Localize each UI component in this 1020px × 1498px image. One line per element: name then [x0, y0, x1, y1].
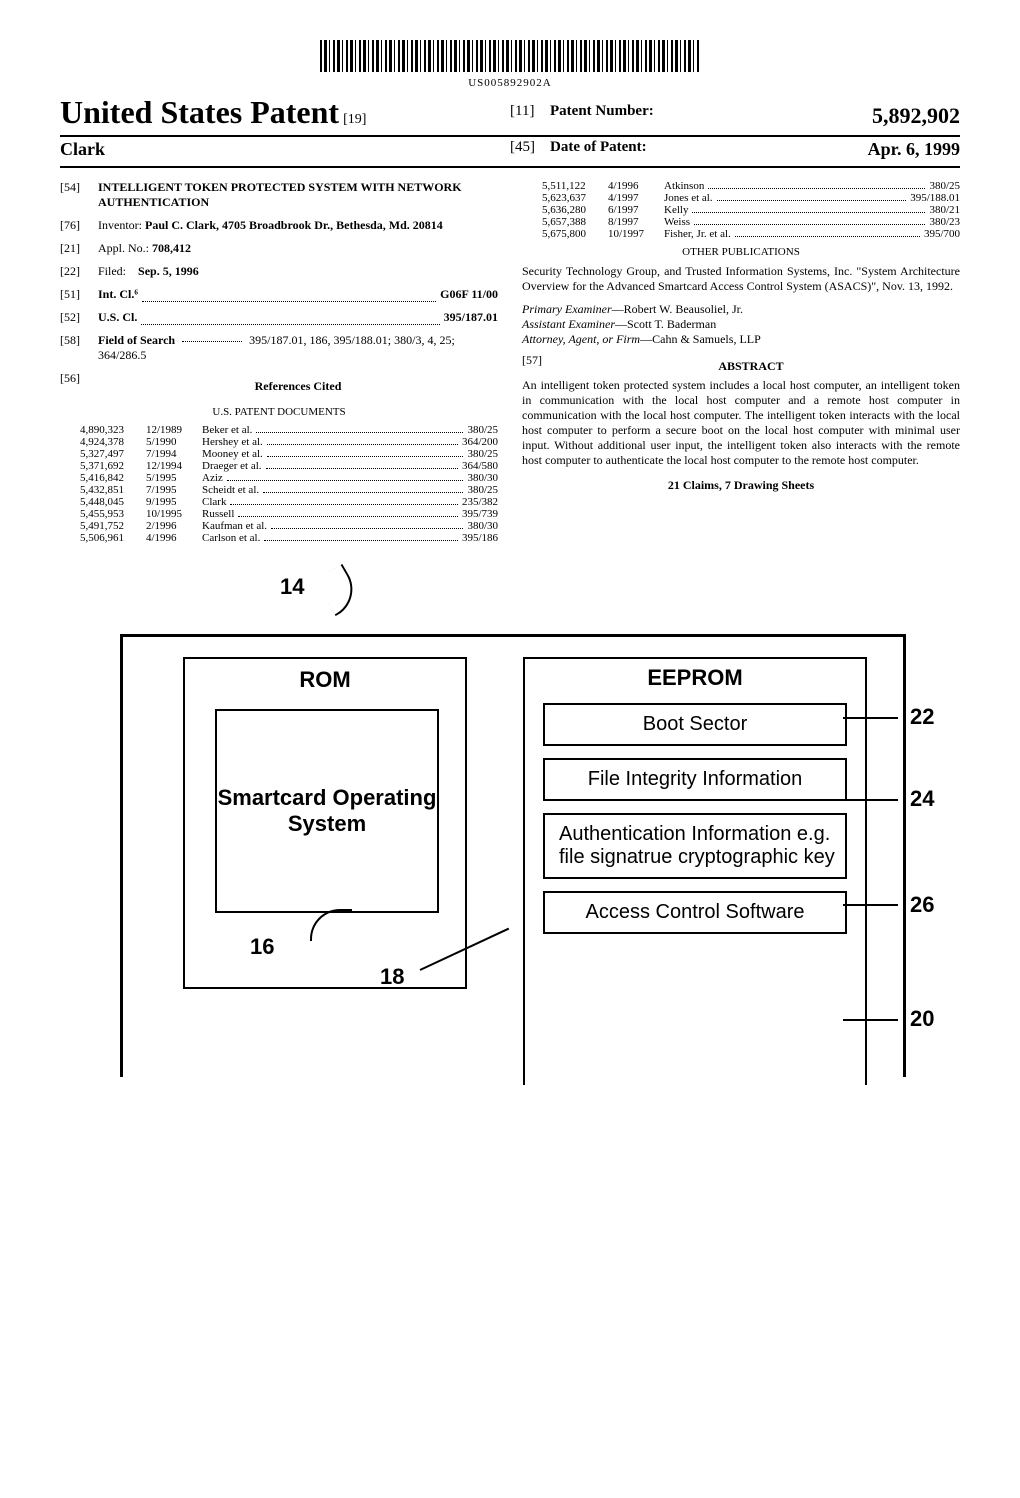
- field-21: [21] Appl. No.: 708,412: [60, 241, 498, 256]
- ref-row: 5,455,95310/1995Russell395/739: [80, 508, 498, 520]
- fig-acs-box: Access Control Software: [543, 891, 847, 934]
- field-76: [76] Inventor: Paul C. Clark, 4705 Broad…: [60, 218, 498, 233]
- callout-16: 16: [250, 934, 274, 960]
- ref-row: 5,371,69212/1994Draeger et al.364/580: [80, 460, 498, 472]
- patent-number-label: Patent Number:: [550, 103, 872, 129]
- ref-row: 4,924,3785/1990Hershey et al.364/200: [80, 436, 498, 448]
- other-publications-text: Security Technology Group, and Trusted I…: [522, 264, 960, 294]
- fig-scos-box: Smartcard Operating System: [215, 709, 439, 913]
- refs-left-list: 4,890,32312/1989Beker et al.380/254,924,…: [80, 424, 498, 544]
- fig-integrity-box: File Integrity Information: [543, 758, 847, 801]
- callout-22: 22: [910, 704, 934, 730]
- ref-row: 5,636,2806/1997Kelly380/21: [542, 204, 960, 216]
- abstract-heading: ABSTRACT: [542, 359, 960, 374]
- field-56: [56] References Cited: [60, 371, 498, 398]
- callout-14: 14: [280, 574, 304, 600]
- other-publications-label: OTHER PUBLICATIONS: [522, 246, 960, 258]
- ref-row: 5,448,0459/1995Clark235/382: [80, 496, 498, 508]
- claims-line: 21 Claims, 7 Drawing Sheets: [522, 478, 960, 493]
- field-22: [22] Filed: Sep. 5, 1996: [60, 264, 498, 279]
- patent-figure: 14 ROM Smartcard Operating System EEPROM…: [60, 574, 960, 1094]
- callout-18: 18: [380, 964, 404, 990]
- date-code: [45]: [510, 139, 550, 160]
- ref-row: 5,511,1224/1996Atkinson380/25: [542, 180, 960, 192]
- callout-20: 20: [910, 1006, 934, 1032]
- doc-title-code: [19]: [343, 112, 366, 127]
- right-column: 5,511,1224/1996Atkinson380/255,623,6374/…: [522, 180, 960, 544]
- field-54: [54] INTELLIGENT TOKEN PROTECTED SYSTEM …: [60, 180, 498, 210]
- ref-row: 4,890,32312/1989Beker et al.380/25: [80, 424, 498, 436]
- ref-row: 5,657,3888/1997Weiss380/23: [542, 216, 960, 228]
- left-column: [54] INTELLIGENT TOKEN PROTECTED SYSTEM …: [60, 180, 498, 544]
- patent-number-code: [11]: [510, 103, 550, 129]
- inventor-name-line: Clark: [60, 139, 510, 162]
- refs-right-list: 5,511,1224/1996Atkinson380/255,623,6374/…: [542, 180, 960, 240]
- us-patent-docs-label: U.S. PATENT DOCUMENTS: [60, 406, 498, 418]
- barcode-graphic: [320, 40, 700, 72]
- field-51: [51] Int. Cl.⁶ G06F 11/00: [60, 287, 498, 302]
- fig-boot-box: Boot Sector: [543, 703, 847, 746]
- doc-title: United States Patent: [60, 94, 339, 130]
- ref-row: 5,432,8517/1995Scheidt et al.380/25: [80, 484, 498, 496]
- ref-row: 5,623,6374/1997Jones et al.395/188.01: [542, 192, 960, 204]
- callout-26: 26: [910, 892, 934, 918]
- fig-card-outline: ROM Smartcard Operating System EEPROM Bo…: [120, 634, 906, 1077]
- ref-row: 5,506,9614/1996Carlson et al.395/186: [80, 532, 498, 544]
- ref-row: 5,491,7522/1996Kaufman et al.380/30: [80, 520, 498, 532]
- patent-number: 5,892,902: [872, 103, 960, 129]
- field-58: [58] Field of Search 395/187.01, 186, 39…: [60, 333, 498, 363]
- field-52: [52] U.S. Cl. 395/187.01: [60, 310, 498, 325]
- abstract-text: An intelligent token protected system in…: [522, 378, 960, 468]
- fig-eeprom-box: EEPROM Boot Sector File Integrity Inform…: [523, 657, 867, 1085]
- barcode-number: US005892902A: [60, 77, 960, 89]
- ref-row: 5,416,8425/1995Aziz380/30: [80, 472, 498, 484]
- patent-date: Apr. 6, 1999: [868, 139, 960, 160]
- barcode-block: US005892902A: [60, 40, 960, 89]
- body-columns: [54] INTELLIGENT TOKEN PROTECTED SYSTEM …: [60, 180, 960, 544]
- header-row: United States Patent [19] [11] Patent Nu…: [60, 94, 960, 137]
- examiners-block: Primary Examiner—Robert W. Beausoliel, J…: [522, 302, 960, 347]
- fig-auth-box: Authentication Information e.g. file sig…: [543, 813, 847, 879]
- ref-row: 5,327,4977/1994Mooney et al.380/25: [80, 448, 498, 460]
- callout-24: 24: [910, 786, 934, 812]
- ref-row: 5,675,80010/1997Fisher, Jr. et al.395/70…: [542, 228, 960, 240]
- subheader-row: Clark [45] Date of Patent: Apr. 6, 1999: [60, 139, 960, 168]
- date-label: Date of Patent:: [550, 139, 868, 160]
